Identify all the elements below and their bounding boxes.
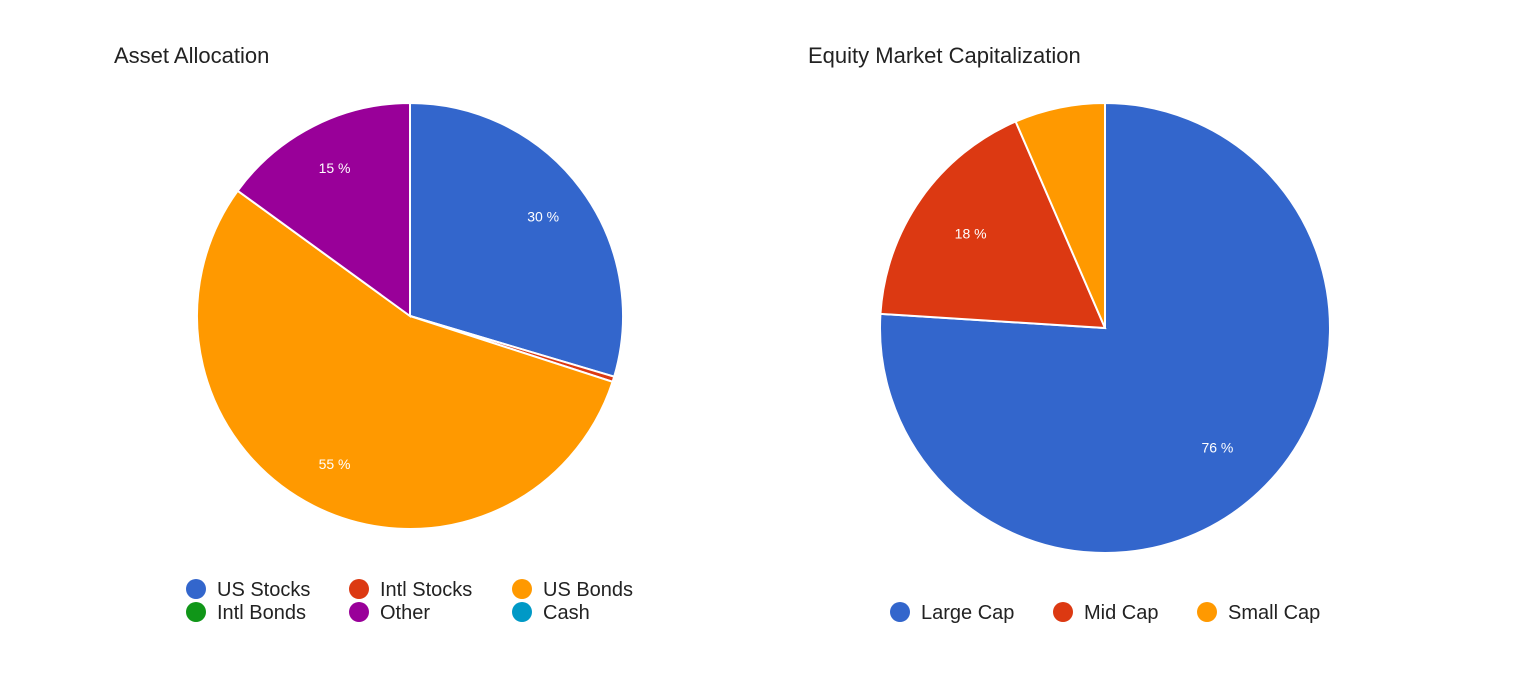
equity-market-cap-legend: Large Cap Mid Cap Small Cap — [890, 602, 1320, 624]
legend-item-us-bonds[interactable]: US Bonds — [512, 579, 633, 601]
legend-item-intl-stocks[interactable]: Intl Stocks — [349, 579, 472, 601]
slice-label-us-bonds: 55 % — [319, 456, 351, 472]
legend-item-large-cap[interactable]: Large Cap — [890, 602, 1014, 624]
pie-slice-other[interactable] — [236, 101, 411, 318]
equity-market-cap-pie: 76 % 18 % — [879, 101, 1331, 554]
pie-slice-mid-cap[interactable] — [879, 120, 1107, 330]
legend-swatch-us-stocks — [186, 579, 206, 599]
legend-label-small-cap: Small Cap — [1228, 602, 1320, 624]
legend-swatch-small-cap — [1197, 602, 1217, 622]
legend-item-cash[interactable]: Cash — [512, 602, 590, 624]
legend-label-other: Other — [380, 602, 430, 624]
legend-label-intl-bonds: Intl Bonds — [217, 602, 306, 624]
asset-allocation-legend: US Stocks Intl Stocks US Bonds Intl Bonds Ot… — [186, 579, 633, 624]
pie-slice-small-cap[interactable] — [1014, 101, 1106, 329]
legend-item-other[interactable]: Other — [349, 602, 430, 624]
legend-item-mid-cap[interactable]: Mid Cap — [1053, 602, 1158, 624]
legend-swatch-intl-bonds — [186, 602, 206, 622]
slice-label-other: 15 % — [319, 160, 351, 176]
chart-title: Equity Market Capitalization — [808, 43, 1081, 68]
slice-label-us-stocks: 30 % — [527, 209, 559, 225]
pie-slice-us-stocks[interactable] — [409, 101, 624, 378]
legend-item-intl-bonds[interactable]: Intl Bonds — [186, 602, 306, 624]
legend-swatch-us-bonds — [512, 579, 532, 599]
legend-label-cash: Cash — [543, 602, 590, 624]
legend-item-us-stocks[interactable]: US Stocks — [186, 579, 310, 601]
legend-label-large-cap: Large Cap — [921, 602, 1014, 624]
legend-label-us-stocks: US Stocks — [217, 579, 310, 601]
legend-swatch-mid-cap — [1053, 602, 1073, 622]
equity-market-cap-chart: Equity Market Capitalization 76 % 18 % La… — [808, 43, 1331, 624]
slice-label-large-cap: 76 % — [1201, 440, 1233, 456]
pie-slice-large-cap[interactable] — [879, 101, 1331, 554]
asset-allocation-pie: 30 % 55 % 15 % — [196, 101, 624, 530]
legend-swatch-cash — [512, 602, 532, 622]
legend-swatch-intl-stocks — [349, 579, 369, 599]
slice-label-mid-cap: 18 % — [955, 226, 987, 242]
asset-allocation-chart: Asset Allocation 30 %55 %15 % US Stocks I… — [114, 43, 633, 624]
legend-swatch-other — [349, 602, 369, 622]
pie-slice-us-bonds[interactable] — [196, 189, 614, 530]
chart-title: Asset Allocation — [114, 43, 269, 68]
legend-label-us-bonds: US Bonds — [543, 579, 633, 601]
legend-label-intl-stocks: Intl Stocks — [380, 579, 472, 601]
legend-swatch-large-cap — [890, 602, 910, 622]
legend-item-small-cap[interactable]: Small Cap — [1197, 602, 1320, 624]
legend-label-mid-cap: Mid Cap — [1084, 602, 1158, 624]
